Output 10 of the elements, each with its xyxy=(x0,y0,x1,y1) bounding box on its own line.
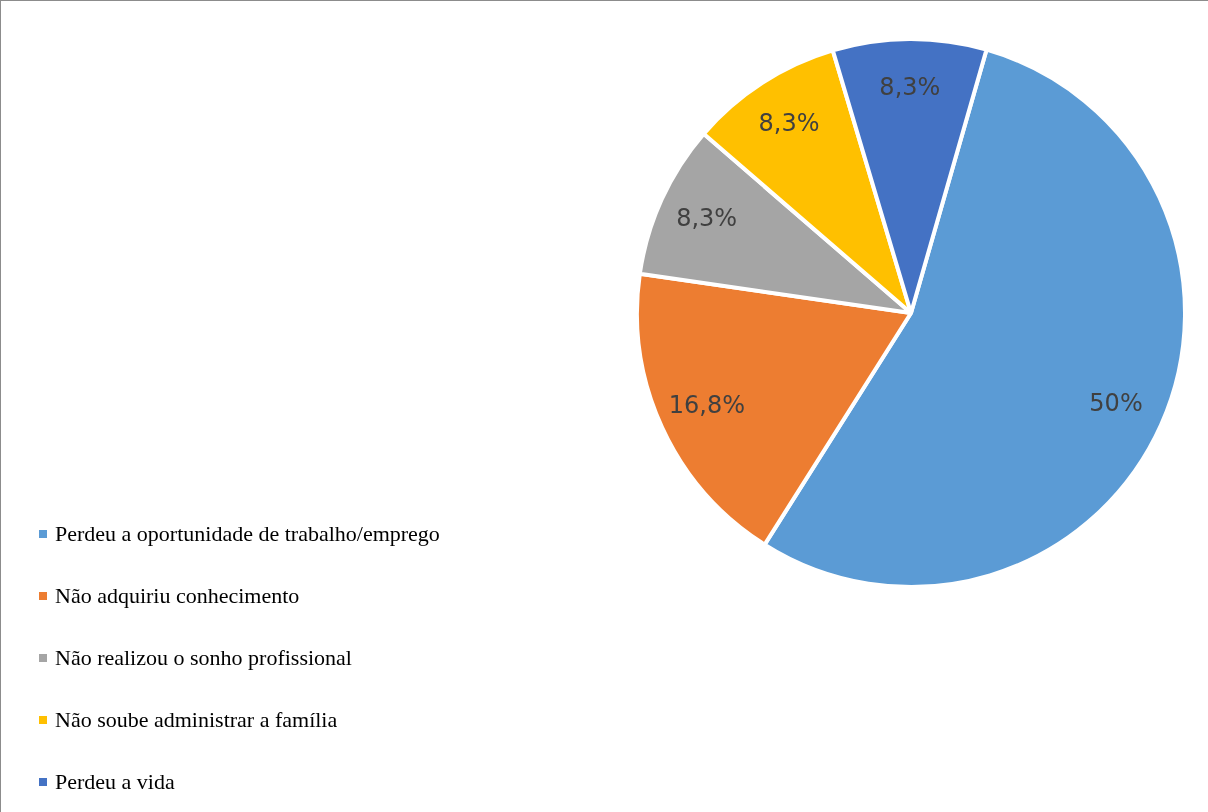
data-label: 50% xyxy=(1089,389,1143,418)
data-label: 16,8% xyxy=(668,391,746,420)
data-label: 8,3% xyxy=(676,203,738,232)
legend-label: Não realizou o sonho profissional xyxy=(55,644,352,671)
legend-label: Perdeu a oportunidade de trabalho/emprego xyxy=(55,520,440,547)
legend-label: Não adquiriu conhecimento xyxy=(55,582,300,609)
legend-label: Perdeu a vida xyxy=(55,768,175,795)
data-label: 8,3% xyxy=(879,72,941,101)
legend-label: Não soube administrar a família xyxy=(55,706,338,733)
data-label: 8,3% xyxy=(758,108,820,137)
